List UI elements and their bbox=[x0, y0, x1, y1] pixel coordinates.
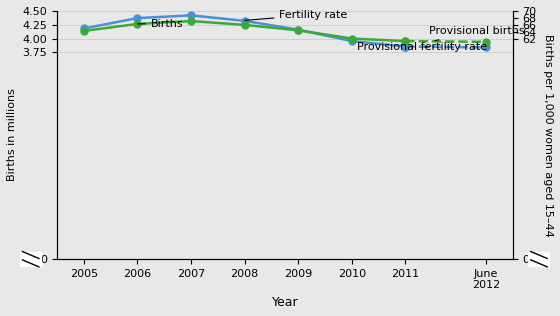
Text: Provisional fertility rate: Provisional fertility rate bbox=[357, 42, 487, 52]
Text: Provisional births: Provisional births bbox=[430, 27, 525, 41]
Text: Fertility rate: Fertility rate bbox=[245, 10, 348, 20]
Y-axis label: Births in millions: Births in millions bbox=[7, 88, 17, 181]
Bar bbox=[20, 252, 41, 266]
Bar bbox=[529, 252, 549, 266]
Y-axis label: Births per 1,000 women aged 15–44: Births per 1,000 women aged 15–44 bbox=[543, 34, 553, 236]
Text: Births: Births bbox=[138, 19, 184, 29]
X-axis label: Year: Year bbox=[272, 296, 298, 309]
